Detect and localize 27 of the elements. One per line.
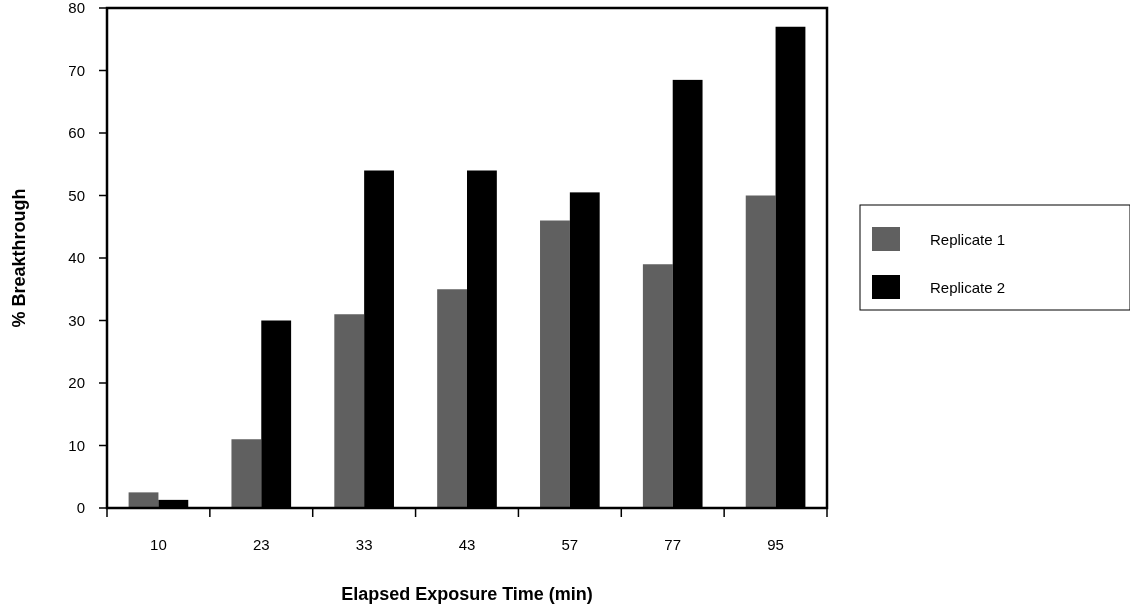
bar: [334, 314, 365, 508]
y-tick-label: 30: [68, 311, 85, 329]
y-tick-label: 50: [68, 186, 85, 204]
x-tick-label: 33: [355, 536, 373, 553]
y-tick-label: 20: [68, 374, 85, 392]
y-tick-label: 80: [68, 0, 85, 17]
x-tick-label: 23: [252, 536, 270, 553]
y-tick-label: 60: [68, 124, 85, 142]
x-tick-label: 77: [664, 536, 682, 553]
bar: [745, 195, 776, 508]
bar: [540, 220, 570, 508]
x-axis-title: Elapsed Exposure Time (min): [341, 584, 593, 604]
x-tick-label: 10: [150, 536, 167, 553]
y-tick-label: 10: [68, 436, 85, 454]
y-tick-label: 70: [68, 61, 85, 79]
y-tick-label: 0: [76, 499, 85, 517]
x-tick-label: 95: [767, 536, 784, 553]
y-axis-title: % Breakthrough: [9, 188, 29, 328]
bar: [128, 492, 159, 508]
bar: [437, 289, 467, 508]
legend-label: Replicate 1: [930, 231, 1006, 248]
x-tick-label: 57: [561, 536, 579, 553]
y-tick-label: 40: [68, 249, 85, 267]
legend-label: Replicate 2: [930, 279, 1006, 296]
x-tick-label: 43: [458, 536, 476, 553]
bar: [231, 439, 262, 508]
bar: [642, 264, 673, 508]
